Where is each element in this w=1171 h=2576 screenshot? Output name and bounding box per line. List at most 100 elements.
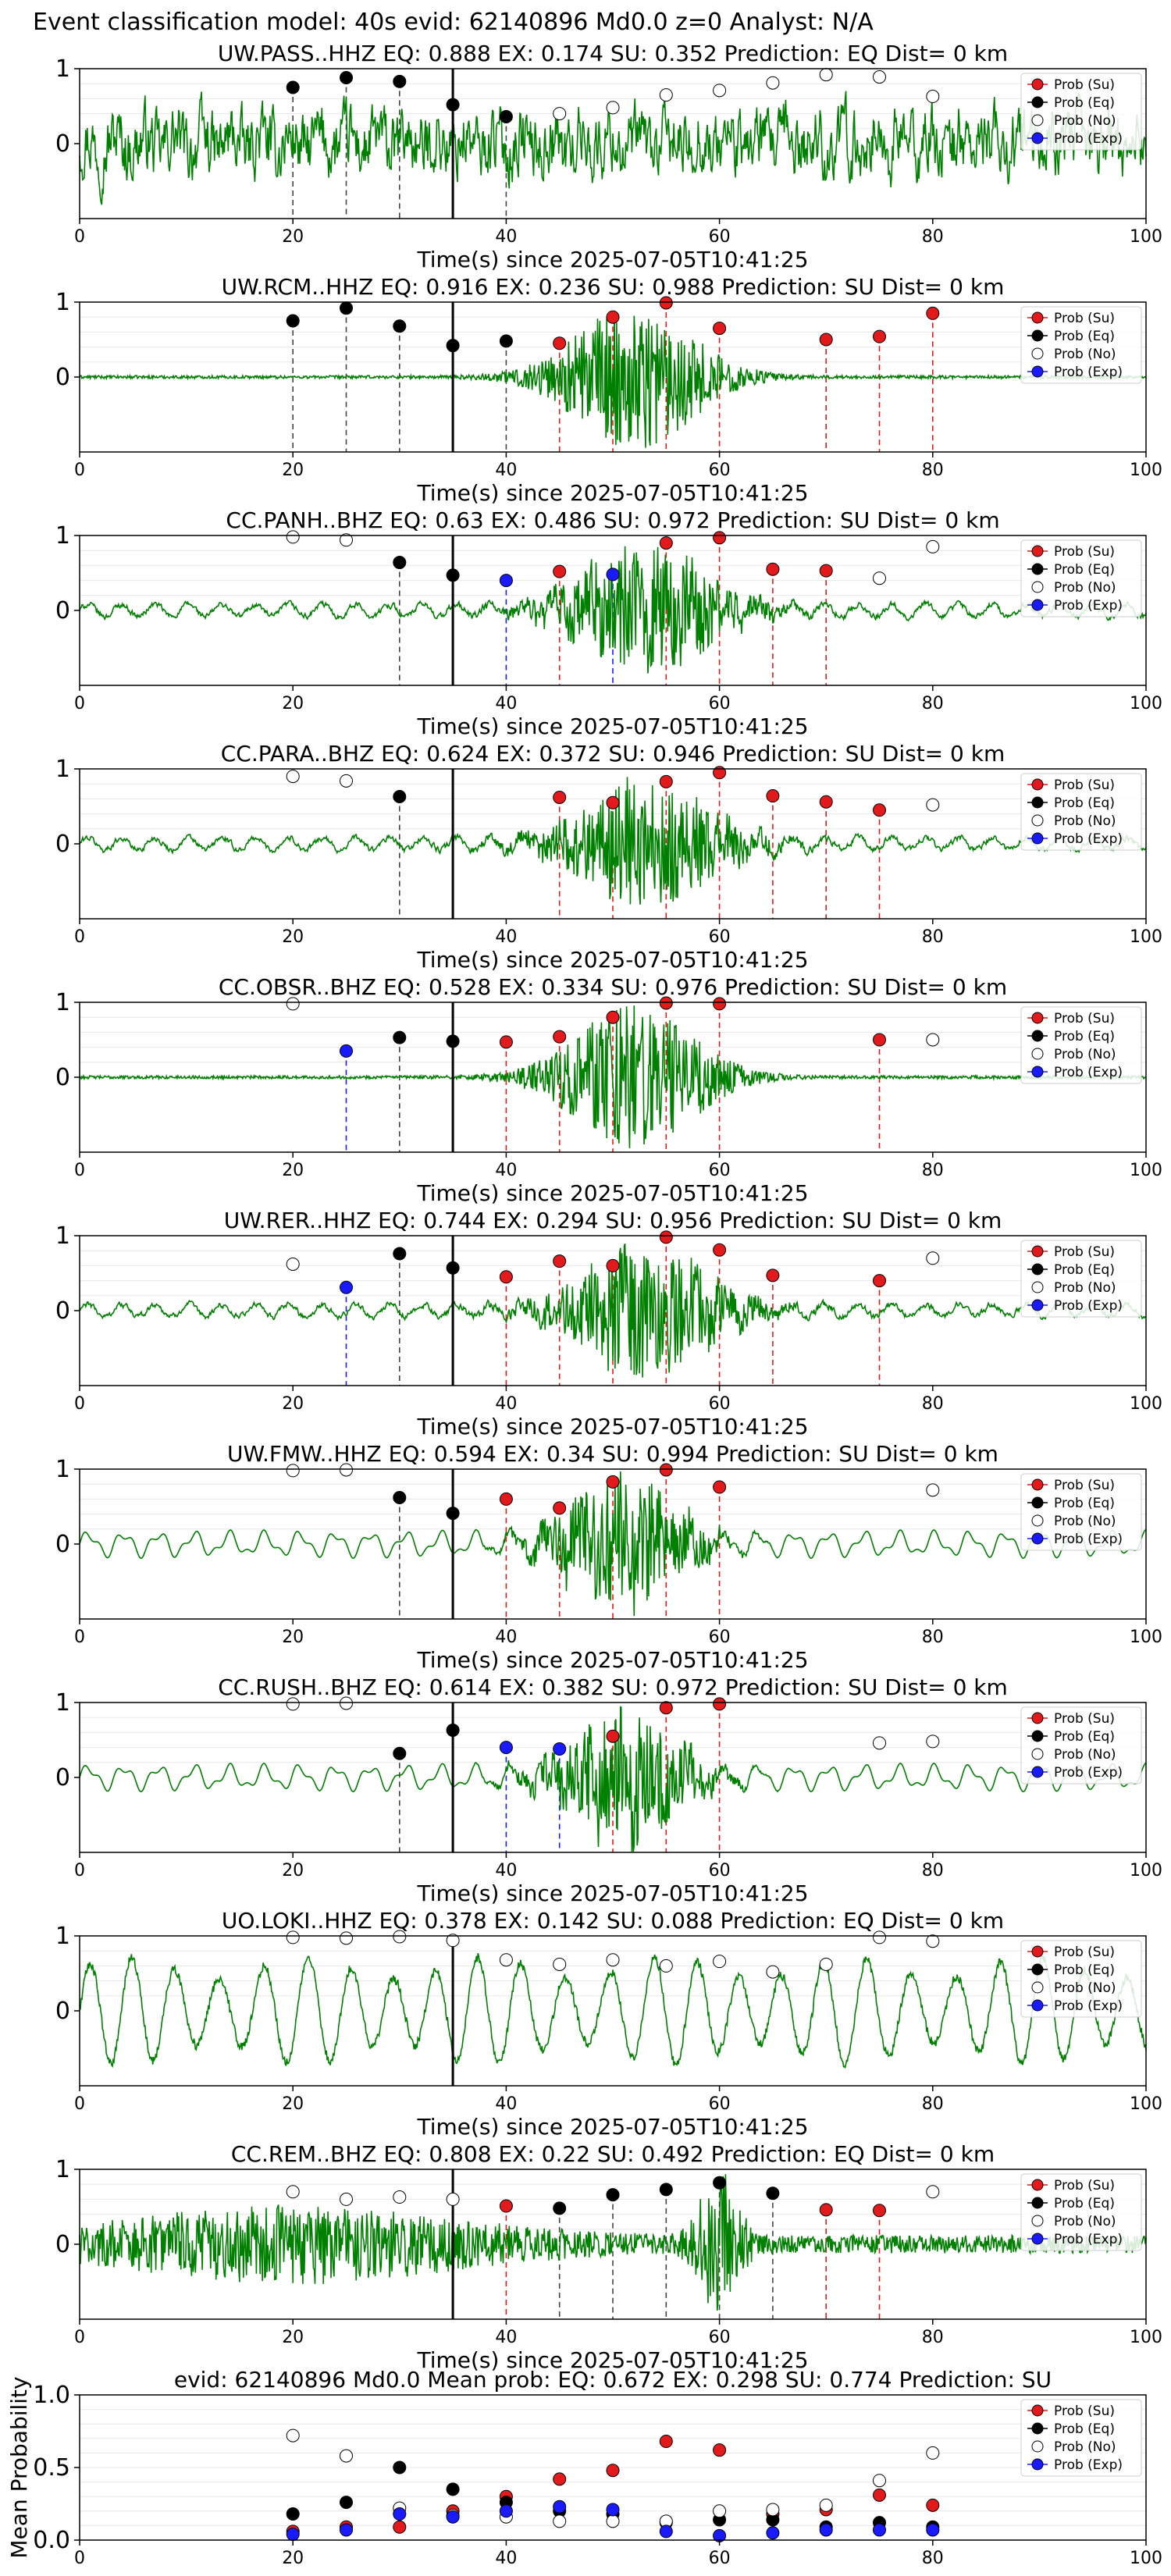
- x-tick-label: 20: [282, 461, 304, 480]
- panel-title: evid: 62140896 Md0.0 Mean prob: EQ: 0.67…: [174, 2367, 1052, 2393]
- x-tick-label: 0: [74, 461, 85, 480]
- x-tick-label: 20: [282, 2549, 304, 2568]
- prob-marker-su: [713, 997, 727, 1011]
- prob-marker-su: [606, 795, 620, 809]
- x-tick-label: 0: [74, 227, 85, 247]
- legend-label-eq: Prob (Eq): [1054, 1029, 1115, 1044]
- prob-marker-su: [553, 790, 567, 804]
- x-tick-label: 80: [922, 1628, 944, 1647]
- legend-marker-no: [1031, 2215, 1044, 2227]
- legend-marker-no: [1031, 814, 1044, 827]
- x-tick-label: 80: [922, 694, 944, 713]
- legend-box: [1020, 773, 1142, 851]
- mean-marker-no: [926, 2446, 940, 2460]
- mean-marker-eq: [446, 2482, 460, 2496]
- station-panel: CC.REM..BHZ EQ: 0.808 EX: 0.22 SU: 0.492…: [55, 2141, 1162, 2373]
- prob-marker-su: [873, 803, 886, 817]
- mean-marker-exp: [499, 2504, 513, 2518]
- prob-marker-no: [766, 1965, 780, 1979]
- legend-marker-eq: [1031, 563, 1044, 575]
- waveform-trace: [79, 777, 1147, 905]
- legend-label-su: Prob (Su): [1054, 311, 1115, 326]
- mean-marker-su: [606, 2464, 620, 2478]
- prob-marker-su: [499, 1035, 513, 1049]
- prob-marker-no: [393, 1930, 407, 1944]
- legend-label-no: Prob (No): [1054, 2214, 1116, 2229]
- mean-marker-no: [553, 2514, 567, 2528]
- x-tick-label: 100: [1130, 1861, 1162, 1880]
- prob-marker-su: [766, 789, 780, 803]
- x-axis-label: Time(s) since 2025-07-05T10:41:25: [416, 1647, 808, 1673]
- prob-marker-no: [340, 533, 353, 547]
- station-panel: CC.PANH..BHZ EQ: 0.63 EX: 0.486 SU: 0.97…: [55, 507, 1162, 739]
- prob-marker-su: [553, 336, 567, 350]
- y-tick-label: 0: [55, 597, 70, 624]
- legend-marker-exp: [1031, 1299, 1044, 1311]
- legend-box: [1020, 1706, 1142, 1784]
- x-tick-label: 80: [922, 2094, 944, 2114]
- legend-marker-exp: [1031, 832, 1044, 845]
- legend-label-exp: Prob (Exp): [1054, 598, 1123, 614]
- x-tick-label: 20: [282, 927, 304, 947]
- waveform-trace: [79, 1706, 1147, 1852]
- x-tick-label: 20: [282, 1394, 304, 1414]
- x-tick-label: 0: [74, 2549, 85, 2568]
- prob-marker-no: [286, 1930, 300, 1944]
- legend-label-no: Prob (No): [1054, 1514, 1116, 1529]
- prob-marker-eq: [340, 71, 353, 85]
- prob-marker-eq: [393, 790, 407, 804]
- prob-marker-su: [713, 1243, 727, 1257]
- legend-marker-su: [1031, 78, 1044, 91]
- mean-marker-exp: [286, 2528, 300, 2542]
- mean-marker-su: [713, 2443, 727, 2457]
- prob-marker-exp: [499, 1741, 513, 1755]
- prob-marker-exp: [499, 574, 513, 588]
- prob-marker-su: [713, 322, 727, 336]
- mean-marker-exp: [553, 2500, 567, 2514]
- waveform-trace: [79, 91, 1147, 205]
- mean-marker-exp: [873, 2523, 886, 2537]
- prob-marker-eq: [499, 334, 513, 348]
- legend-label-no: Prob (No): [1054, 1047, 1116, 1062]
- legend-marker-su: [1031, 1245, 1044, 1258]
- prob-marker-no: [873, 70, 886, 84]
- x-tick-label: 80: [922, 227, 944, 247]
- y-tick-label: 0: [55, 1064, 70, 1091]
- station-panel: UW.RCM..HHZ EQ: 0.916 EX: 0.236 SU: 0.98…: [55, 274, 1162, 506]
- panel-title: UW.FMW..HHZ EQ: 0.594 EX: 0.34 SU: 0.994…: [227, 1441, 998, 1467]
- legend-marker-eq: [1031, 2422, 1044, 2435]
- legend-marker-no: [1031, 1981, 1044, 1994]
- waveform-trace: [79, 1244, 1147, 1378]
- x-tick-label: 40: [495, 694, 517, 713]
- legend-label-exp: Prob (Exp): [1054, 2457, 1123, 2473]
- y-tick-label: 1: [55, 522, 70, 550]
- prob-marker-no: [873, 571, 886, 585]
- x-tick-label: 60: [709, 1861, 731, 1880]
- legend-label-exp: Prob (Exp): [1054, 1065, 1123, 1080]
- legend-marker-exp: [1031, 1766, 1044, 1778]
- legend-marker-no: [1031, 581, 1044, 593]
- x-tick-label: 80: [922, 1394, 944, 1414]
- legend-label-no: Prob (No): [1054, 580, 1116, 596]
- mean-marker-no: [873, 2474, 886, 2488]
- legend-marker-exp: [1031, 365, 1044, 378]
- legend-box: [1020, 73, 1142, 151]
- waveform-trace: [79, 2174, 1147, 2311]
- prob-marker-no: [926, 1735, 940, 1749]
- legend-marker-su: [1031, 311, 1044, 324]
- prob-marker-no: [286, 770, 300, 784]
- legend-label-exp: Prob (Exp): [1054, 365, 1123, 380]
- legend-label-su: Prob (Su): [1054, 1244, 1115, 1260]
- legend-label-exp: Prob (Exp): [1054, 1532, 1123, 1547]
- prob-marker-eq: [393, 1490, 407, 1504]
- panel-title: CC.PANH..BHZ EQ: 0.63 EX: 0.486 SU: 0.97…: [226, 507, 999, 533]
- legend-label-su: Prob (Su): [1054, 77, 1115, 93]
- prob-marker-no: [873, 1736, 886, 1750]
- y-tick-label: 0.5: [33, 2454, 70, 2482]
- legend-box: [1020, 1940, 1142, 2018]
- prob-marker-su: [553, 1254, 567, 1268]
- prob-marker-eq: [553, 2201, 567, 2215]
- x-tick-label: 0: [74, 1394, 85, 1414]
- prob-marker-su: [606, 310, 620, 324]
- panel-title: UW.RCM..HHZ EQ: 0.916 EX: 0.236 SU: 0.98…: [222, 274, 1005, 300]
